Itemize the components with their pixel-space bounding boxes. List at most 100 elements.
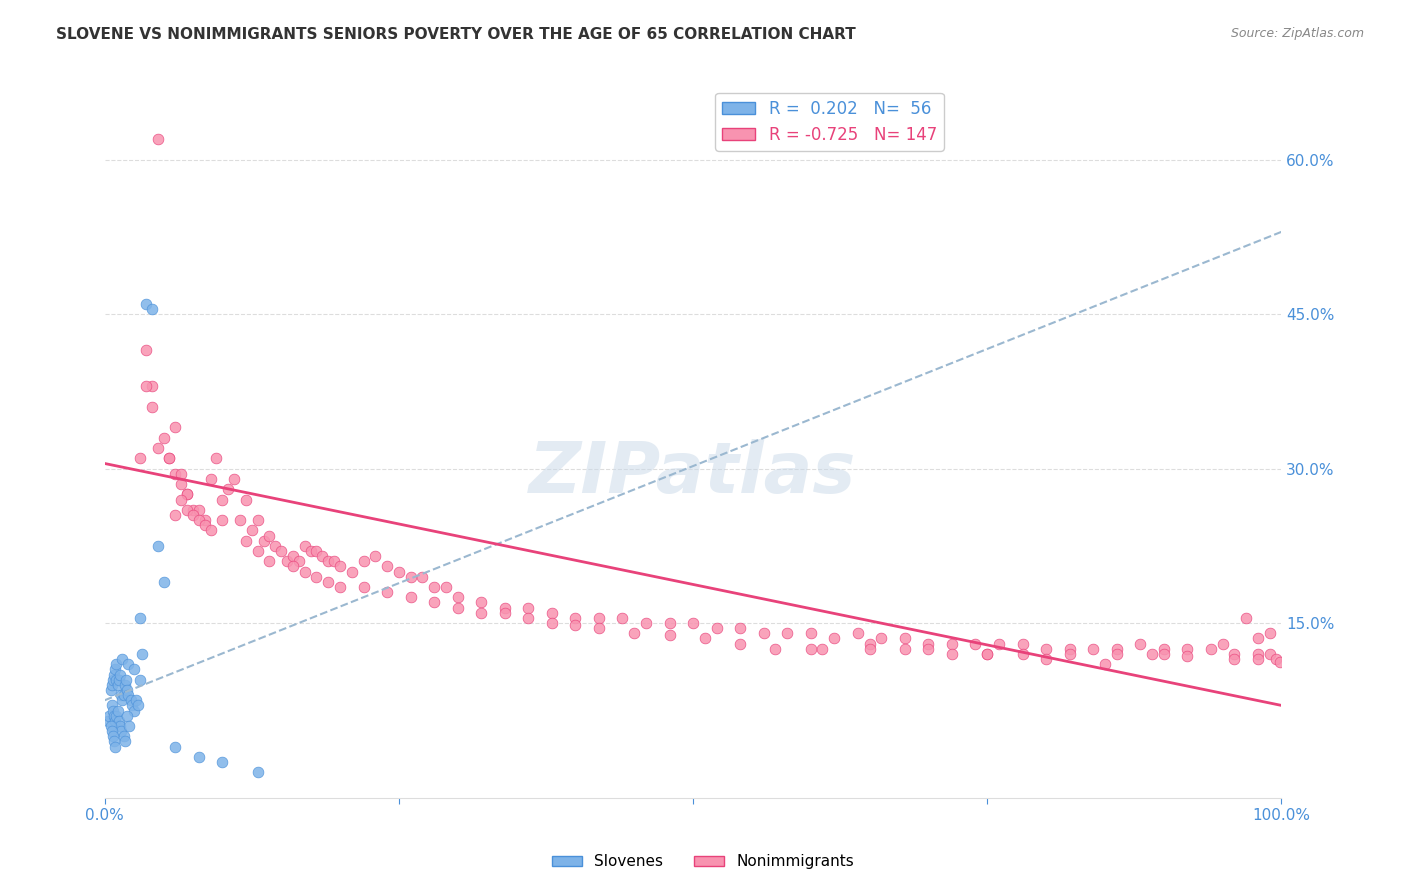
Point	[131, 647, 153, 661]
Point	[98, 708, 121, 723]
Point	[364, 549, 387, 563]
Text: ZIPatlas: ZIPatlas	[529, 439, 856, 508]
Point	[340, 565, 363, 579]
Point	[146, 132, 169, 146]
Point	[447, 591, 470, 605]
Point	[114, 678, 136, 692]
Point	[323, 554, 346, 568]
Point	[752, 626, 775, 640]
Point	[411, 570, 433, 584]
Point	[146, 441, 169, 455]
Point	[146, 539, 169, 553]
Point	[299, 544, 322, 558]
Point	[316, 554, 339, 568]
Point	[115, 683, 138, 698]
Point	[229, 513, 252, 527]
Point	[165, 467, 187, 481]
Point	[1035, 641, 1057, 656]
Point	[97, 714, 120, 728]
Point	[800, 626, 823, 640]
Point	[305, 544, 328, 558]
Point	[200, 524, 222, 538]
Point	[1081, 641, 1104, 656]
Point	[1011, 647, 1033, 661]
Point	[1035, 652, 1057, 666]
Point	[658, 615, 681, 630]
Point	[125, 693, 148, 707]
Point	[1247, 632, 1270, 646]
Point	[107, 673, 129, 687]
Point	[353, 580, 375, 594]
Point	[129, 673, 152, 687]
Point	[129, 611, 152, 625]
Point	[1105, 641, 1128, 656]
Point	[375, 559, 398, 574]
Point	[205, 451, 228, 466]
Point	[194, 518, 217, 533]
Point	[423, 580, 446, 594]
Point	[1129, 637, 1152, 651]
Point	[110, 724, 132, 739]
Point	[1223, 647, 1246, 661]
Point	[693, 632, 716, 646]
Point	[211, 755, 233, 769]
Point	[108, 667, 131, 681]
Point	[763, 641, 786, 656]
Point	[129, 451, 152, 466]
Point	[135, 343, 157, 358]
Point	[976, 647, 998, 661]
Point	[135, 297, 157, 311]
Point	[187, 503, 209, 517]
Point	[447, 600, 470, 615]
Point	[122, 704, 145, 718]
Point	[470, 606, 492, 620]
Point	[588, 611, 610, 625]
Point	[728, 621, 751, 635]
Point	[176, 503, 198, 517]
Legend: R =  0.202   N=  56, R = -0.725   N= 147: R = 0.202 N= 56, R = -0.725 N= 147	[716, 93, 943, 151]
Point	[988, 637, 1011, 651]
Point	[329, 559, 352, 574]
Point	[108, 719, 131, 733]
Point	[112, 688, 135, 702]
Point	[800, 641, 823, 656]
Point	[100, 683, 122, 698]
Point	[494, 606, 516, 620]
Point	[388, 565, 411, 579]
Point	[235, 492, 257, 507]
Point	[224, 472, 246, 486]
Point	[894, 632, 917, 646]
Point	[276, 554, 298, 568]
Point	[110, 688, 132, 702]
Point	[288, 554, 311, 568]
Point	[870, 632, 893, 646]
Point	[540, 606, 562, 620]
Point	[112, 729, 135, 743]
Point	[894, 641, 917, 656]
Point	[104, 714, 127, 728]
Point	[1247, 652, 1270, 666]
Point	[305, 570, 328, 584]
Point	[141, 379, 163, 393]
Point	[1199, 641, 1222, 656]
Text: Source: ZipAtlas.com: Source: ZipAtlas.com	[1230, 27, 1364, 40]
Point	[252, 533, 274, 548]
Point	[103, 708, 125, 723]
Point	[176, 487, 198, 501]
Point	[353, 554, 375, 568]
Point	[1212, 637, 1234, 651]
Point	[470, 595, 492, 609]
Legend: Slovenes, Nonimmigrants: Slovenes, Nonimmigrants	[546, 848, 860, 875]
Point	[104, 662, 127, 676]
Point	[634, 615, 657, 630]
Point	[517, 611, 540, 625]
Point	[259, 528, 281, 542]
Point	[246, 513, 269, 527]
Point	[157, 451, 180, 466]
Point	[612, 611, 634, 625]
Point	[375, 585, 398, 599]
Point	[329, 580, 352, 594]
Point	[540, 615, 562, 630]
Point	[120, 693, 142, 707]
Point	[141, 400, 163, 414]
